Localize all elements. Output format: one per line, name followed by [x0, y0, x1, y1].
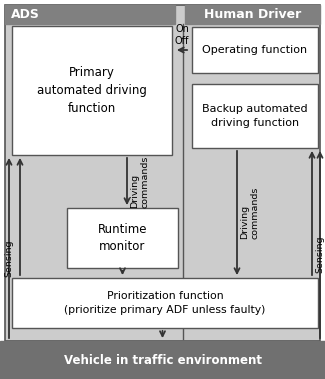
Text: ADS: ADS [11, 8, 40, 21]
Bar [5, 5, 320, 341]
Bar [192, 84, 318, 148]
Text: Backup automated
driving function: Backup automated driving function [202, 104, 308, 128]
Text: Prioritization function
(prioritize primary ADF unless faulty): Prioritization function (prioritize prim… [64, 291, 266, 315]
Text: Runtime
monitor: Runtime monitor [98, 223, 147, 253]
Bar [185, 5, 320, 24]
Text: Human Driver: Human Driver [204, 8, 301, 21]
Bar [192, 27, 318, 73]
Text: Driving
commands: Driving commands [240, 187, 259, 239]
Text: Operating function: Operating function [202, 45, 307, 55]
Bar [12, 278, 318, 328]
Text: Sensing: Sensing [5, 239, 14, 277]
Polygon shape [0, 341, 325, 379]
Text: Sensing: Sensing [316, 236, 324, 273]
Text: Driving
commands: Driving commands [130, 155, 150, 208]
Bar [67, 208, 178, 268]
Bar [5, 5, 175, 24]
Text: Primary
automated driving
function: Primary automated driving function [37, 66, 147, 115]
Bar [12, 26, 172, 155]
Text: On
Off: On Off [175, 24, 189, 46]
Text: Vehicle in traffic environment: Vehicle in traffic environment [63, 354, 262, 366]
